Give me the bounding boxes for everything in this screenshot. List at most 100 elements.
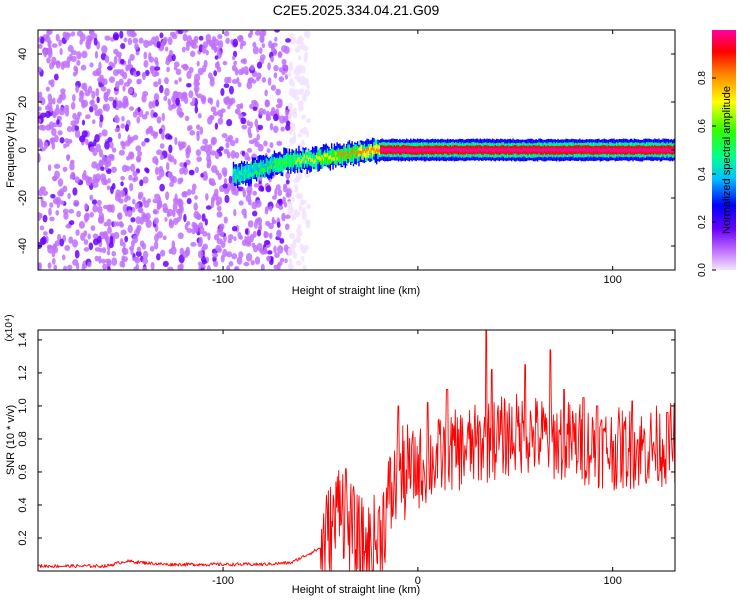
spectrogram-noise-cell	[120, 58, 125, 65]
spectrogram-noise-cell	[281, 64, 286, 70]
spectrogram-noise-cell	[213, 70, 218, 77]
spectrogram-noise-cell	[152, 112, 158, 118]
spectrogram-signal-cell	[573, 148, 576, 152]
spectrogram-noise-cell	[201, 45, 207, 54]
spectrogram-signal-cell	[354, 149, 356, 153]
spectrogram-noise-cell	[120, 229, 127, 236]
spectrogram-noise-cell	[276, 262, 281, 270]
spectrogram-noise-cell	[186, 227, 193, 234]
spectrogram-noise-cell	[120, 43, 126, 50]
spectrogram-noise-cell	[127, 87, 134, 94]
spectrogram-noise-cell	[38, 118, 42, 124]
spectrogram-signal-cell	[539, 148, 542, 153]
spectrogram-noise-cell	[132, 37, 139, 44]
spectrogram-signal-cell	[472, 147, 475, 152]
spectrogram-signal-cell	[285, 153, 288, 163]
spectrogram-noise-cell	[178, 254, 185, 264]
spectrogram-noise-cell	[141, 242, 147, 250]
spectrogram-noise-cell	[122, 85, 126, 92]
spectrogram-signal-cell	[295, 154, 297, 163]
snr-x-label: Height of straight line (km)	[292, 584, 420, 596]
spectrogram-noise-cell	[141, 71, 147, 78]
spectrogram-signal-cell	[290, 158, 292, 167]
spectrogram-signal-cell	[494, 147, 497, 152]
spectrogram-noise-cell	[115, 221, 120, 227]
spectrogram-noise-cell	[40, 112, 47, 118]
spectrogram-noise-cell	[300, 255, 305, 262]
spectrogram-signal-cell	[276, 159, 278, 164]
spectrogram-signal-cell	[630, 148, 633, 153]
spectrogram-noise-cell	[285, 214, 291, 220]
spectrogram-noise-cell	[107, 226, 112, 235]
spectrogram-noise-cell	[223, 148, 230, 155]
spectrogram-signal-cell	[592, 147, 595, 151]
spectrogram-signal-cell	[480, 148, 483, 153]
spectrogram-signal-cell	[360, 144, 363, 154]
spectrogram-signal-cell	[455, 147, 457, 152]
spectrogram-noise-cell	[194, 105, 199, 114]
spectrogram-noise-cell	[197, 250, 204, 259]
spectrogram-signal-cell	[502, 147, 505, 152]
spectrogram-signal-cell	[577, 148, 580, 153]
spectrogram-noise-cell	[70, 31, 76, 37]
spectrogram-signal-cell	[581, 148, 584, 152]
spectrogram-noise-cell	[154, 66, 161, 71]
spectrogram-noise-cell	[209, 76, 215, 82]
spectrogram-noise-cell	[91, 199, 98, 205]
spectrogram-signal-cell	[332, 157, 334, 161]
spectrogram-noise-cell	[290, 139, 297, 145]
spectrogram-signal-cell	[356, 148, 359, 163]
spectrogram-noise-cell	[58, 107, 66, 116]
spectrogram-noise-cell	[168, 218, 173, 226]
spectrogram-signal-cell	[311, 157, 314, 167]
spectrogram-noise-cell	[260, 186, 265, 192]
spectrogram-noise-cell	[257, 124, 264, 131]
spectrogram-noise-cell	[271, 195, 277, 200]
spectrogram-noise-cell	[174, 193, 178, 203]
spectrogram-signal-cell	[320, 157, 322, 161]
spectrogram-signal-cell	[344, 150, 347, 160]
spectrogram-noise-cell	[83, 239, 89, 245]
spectrogram-noise-cell	[136, 224, 142, 232]
spectrogram-signal-cell	[287, 156, 289, 166]
spectrogram-noise-cell	[94, 134, 100, 143]
spectrogram-signal-cell	[445, 147, 447, 152]
spectrogram-noise-cell	[261, 30, 267, 37]
spectrogram-noise-cell	[133, 175, 139, 182]
spectrogram-noise-cell	[297, 88, 304, 95]
spectrogram-noise-cell	[177, 264, 182, 270]
spectrogram-signal-cell	[532, 147, 535, 152]
spectrogram-noise-cell	[108, 96, 115, 102]
spectrogram-signal-cell	[249, 171, 251, 175]
spectrogram-noise-cell	[126, 64, 132, 71]
spectrogram-signal-cell	[463, 148, 465, 152]
spectrogram-noise-cell	[296, 172, 303, 181]
spectrogram-noise-cell	[205, 193, 209, 201]
spectrogram-noise-cell	[154, 166, 159, 176]
spectrogram-signal-cell	[614, 148, 617, 152]
spectrogram-noise-cell	[209, 97, 213, 106]
spectrogram-signal-cell	[639, 147, 641, 152]
spectrogram-noise-cell	[143, 51, 148, 60]
spectrogram-noise-cell	[263, 249, 268, 254]
spectrogram-noise-cell	[200, 95, 207, 103]
spectrogram-signal-cell	[270, 164, 273, 168]
spectrogram-noise-cell	[83, 213, 90, 222]
spectrogram-noise-cell	[209, 181, 217, 187]
spectrogram-noise-cell	[241, 208, 247, 216]
spectrogram-noise-cell	[273, 72, 278, 79]
spectrogram-noise-cell	[111, 183, 116, 190]
spectrogram-noise-cell	[193, 222, 198, 229]
spectrogram-y-tick-label: 0	[17, 147, 29, 153]
spectrogram-noise-cell	[224, 194, 230, 204]
spectrogram-noise-cell	[228, 261, 234, 267]
spectrogram-noise-cell	[167, 171, 173, 178]
spectrogram-noise-cell	[266, 255, 272, 262]
spectrogram-signal-cell	[564, 147, 566, 152]
spectrogram-signal-cell	[347, 150, 349, 160]
spectrogram-x-label: Height of straight line (km)	[292, 285, 420, 297]
spectrogram-noise-cell	[276, 140, 283, 147]
spectrogram-signal-cell	[311, 158, 314, 162]
spectrogram-noise-cell	[218, 146, 224, 151]
spectrogram-signal-cell	[410, 148, 412, 152]
